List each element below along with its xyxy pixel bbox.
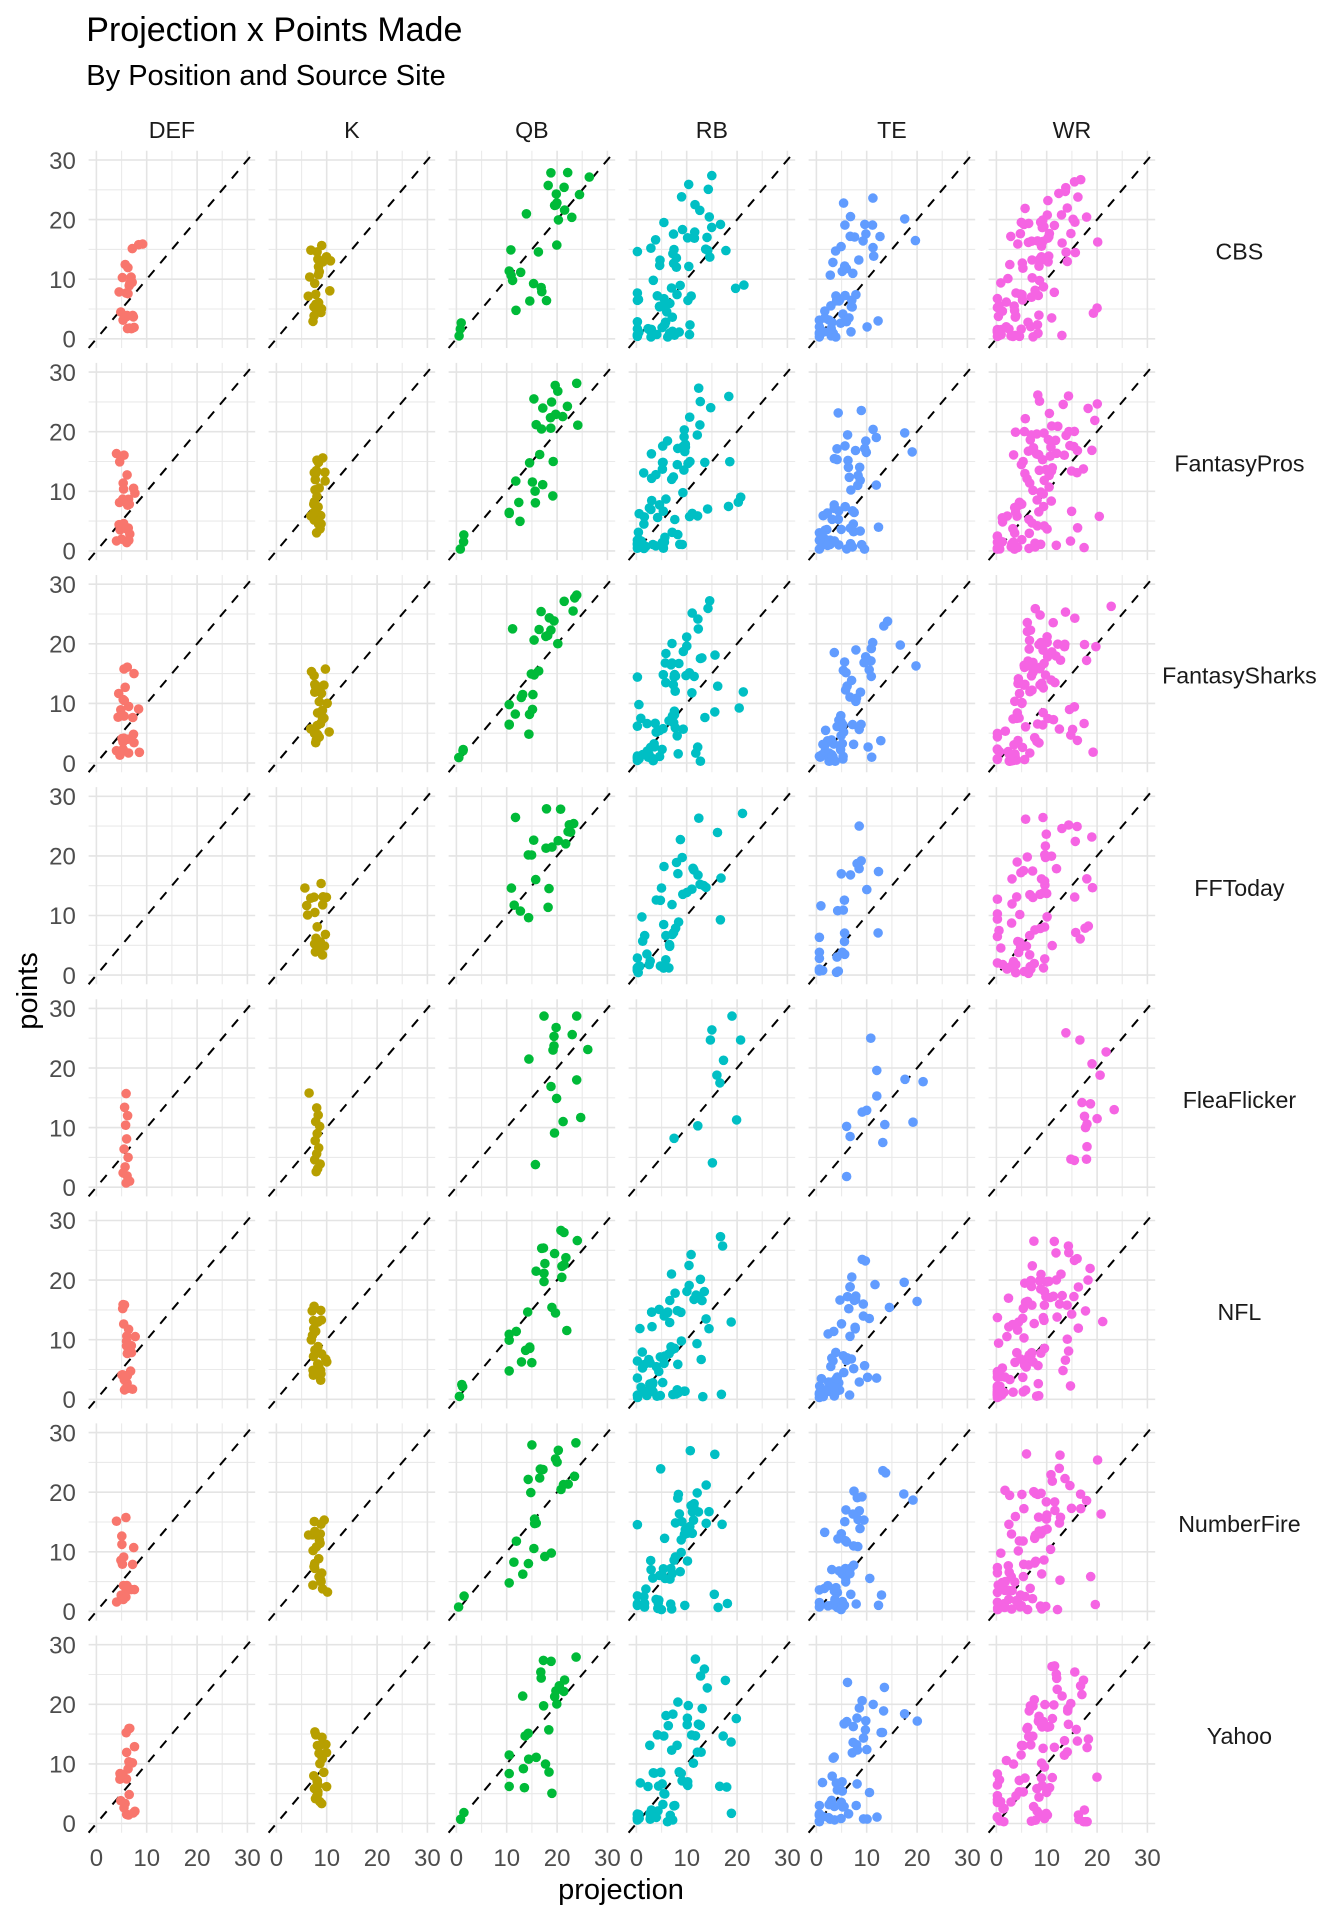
svg-text:20: 20	[49, 207, 76, 234]
svg-text:20: 20	[49, 1692, 76, 1719]
svg-text:0: 0	[630, 1845, 643, 1872]
svg-text:20: 20	[49, 1056, 76, 1083]
svg-text:30: 30	[594, 1845, 621, 1872]
svg-text:10: 10	[49, 1115, 76, 1142]
svg-text:20: 20	[364, 1845, 391, 1872]
svg-text:WR: WR	[1053, 117, 1092, 143]
svg-text:20: 20	[49, 1268, 76, 1295]
svg-text:0: 0	[62, 539, 75, 566]
svg-text:10: 10	[49, 1540, 76, 1567]
svg-text:points: points	[12, 952, 44, 1029]
svg-text:20: 20	[184, 1845, 211, 1872]
svg-text:30: 30	[49, 1420, 76, 1447]
svg-text:30: 30	[234, 1845, 261, 1872]
svg-text:0: 0	[62, 1175, 75, 1202]
svg-text:FleaFlicker: FleaFlicker	[1183, 1087, 1297, 1113]
svg-text:20: 20	[1084, 1845, 1111, 1872]
svg-text:30: 30	[49, 784, 76, 811]
svg-text:projection: projection	[558, 1874, 684, 1906]
svg-text:30: 30	[49, 996, 76, 1023]
svg-text:TE: TE	[877, 117, 907, 143]
svg-text:20: 20	[724, 1845, 751, 1872]
svg-text:30: 30	[49, 360, 76, 387]
svg-text:0: 0	[90, 1845, 103, 1872]
svg-text:30: 30	[49, 1208, 76, 1235]
svg-text:20: 20	[49, 632, 76, 659]
svg-text:30: 30	[49, 572, 76, 599]
svg-text:FFToday: FFToday	[1194, 875, 1285, 901]
svg-text:RB: RB	[696, 117, 728, 143]
svg-text:FantasyPros: FantasyPros	[1174, 451, 1304, 477]
svg-text:CBS: CBS	[1216, 239, 1264, 265]
svg-text:10: 10	[493, 1845, 520, 1872]
svg-text:20: 20	[49, 419, 76, 446]
svg-text:0: 0	[62, 1387, 75, 1414]
svg-text:0: 0	[62, 963, 75, 990]
svg-text:20: 20	[49, 844, 76, 871]
svg-text:30: 30	[414, 1845, 441, 1872]
svg-text:10: 10	[313, 1845, 340, 1872]
svg-text:20: 20	[904, 1845, 931, 1872]
svg-text:Projection x Points Made: Projection x Points Made	[86, 11, 462, 49]
svg-text:0: 0	[62, 327, 75, 354]
svg-text:0: 0	[450, 1845, 463, 1872]
svg-text:QB: QB	[515, 117, 549, 143]
svg-text:30: 30	[49, 148, 76, 175]
svg-text:By Position and Source Site: By Position and Source Site	[86, 60, 445, 92]
svg-text:NumberFire: NumberFire	[1178, 1511, 1300, 1537]
svg-text:20: 20	[544, 1845, 571, 1872]
svg-text:10: 10	[853, 1845, 880, 1872]
svg-text:0: 0	[62, 1811, 75, 1838]
svg-text:K: K	[344, 117, 360, 143]
svg-text:10: 10	[1033, 1845, 1060, 1872]
svg-text:0: 0	[62, 1599, 75, 1626]
svg-text:30: 30	[774, 1845, 801, 1872]
svg-text:30: 30	[49, 1633, 76, 1660]
svg-text:0: 0	[62, 751, 75, 778]
svg-text:NFL: NFL	[1217, 1299, 1261, 1325]
svg-text:Yahoo: Yahoo	[1207, 1723, 1272, 1749]
svg-text:10: 10	[133, 1845, 160, 1872]
svg-text:10: 10	[49, 903, 76, 930]
svg-text:0: 0	[270, 1845, 283, 1872]
svg-text:0: 0	[810, 1845, 823, 1872]
svg-text:30: 30	[954, 1845, 981, 1872]
svg-text:30: 30	[1134, 1845, 1161, 1872]
svg-text:10: 10	[49, 691, 76, 718]
svg-text:0: 0	[990, 1845, 1003, 1872]
svg-text:FantasySharks: FantasySharks	[1162, 663, 1317, 689]
svg-text:10: 10	[49, 1328, 76, 1355]
svg-text:DEF: DEF	[149, 117, 195, 143]
svg-text:10: 10	[49, 267, 76, 294]
svg-text:10: 10	[49, 1752, 76, 1779]
svg-text:10: 10	[49, 479, 76, 506]
svg-text:20: 20	[49, 1480, 76, 1507]
svg-text:10: 10	[673, 1845, 700, 1872]
